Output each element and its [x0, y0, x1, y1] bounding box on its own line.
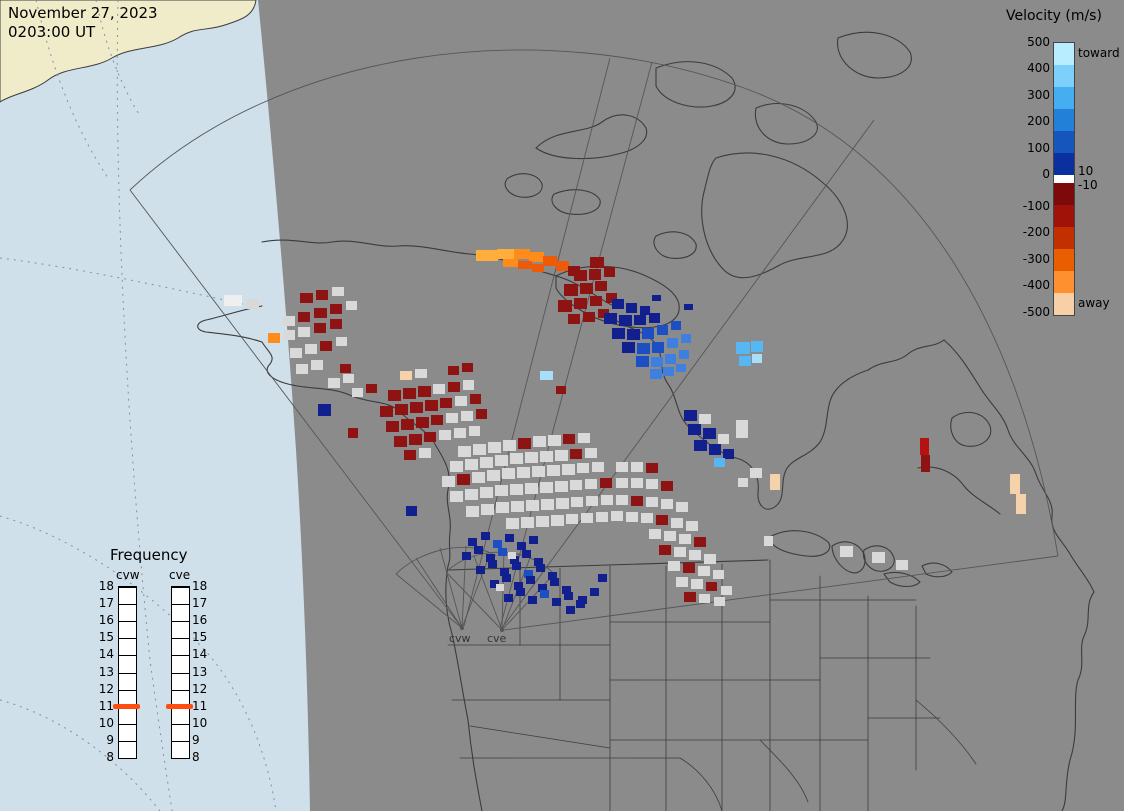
- colorbar-segment-toward: [1054, 43, 1074, 65]
- ladder-rung: [119, 689, 136, 691]
- time-text: 0203:00 UT: [8, 23, 96, 41]
- frequency-tick: 14: [192, 647, 208, 662]
- frequency-tick: 16: [192, 613, 208, 628]
- radar-fan-lines: [129, 49, 1059, 632]
- velocity-legend: Velocity (m/s) 500 400 300 200 100 0 -100 -200 -…: [1000, 0, 1124, 330]
- ladder-rung: [119, 638, 136, 640]
- radar-site-dot-cve: [500, 628, 504, 632]
- colorbar-segment-away: [1054, 271, 1074, 293]
- night-region: [258, 0, 1124, 811]
- ladder-rung: [119, 587, 136, 588]
- colorbar-segment-toward: [1054, 87, 1074, 109]
- frequency-ladder-cvw: [118, 586, 137, 759]
- toward-label: toward: [1078, 46, 1120, 60]
- frequency-tick: 10: [192, 715, 208, 730]
- velocity-tick: -200: [1022, 225, 1050, 240]
- frequency-legend-title: Frequency: [110, 546, 188, 564]
- ladder-rung: [172, 689, 189, 691]
- frequency-tick: 10: [98, 715, 114, 730]
- frequency-tick: 9: [192, 732, 200, 747]
- velocity-tick: -100: [1022, 199, 1050, 213]
- ladder-rung: [119, 655, 136, 657]
- ladder-rung: [172, 621, 189, 623]
- velocity-colorbar: [1053, 42, 1075, 316]
- ladder-rung: [119, 740, 136, 742]
- velocity-tick: 400: [1027, 61, 1050, 76]
- velocity-tick: -300: [1022, 251, 1050, 266]
- velocity-tick: 300: [1027, 87, 1050, 102]
- datetime-block: November 27, 2023 0203:00 UT: [8, 4, 158, 42]
- colorbar-segment-away: [1054, 205, 1074, 227]
- velocity-tick: -10: [1078, 178, 1098, 192]
- radar-site-dot-cvw: [460, 626, 464, 630]
- frequency-tick: 18: [192, 579, 208, 593]
- ladder-rung: [172, 587, 189, 588]
- colorbar-segment-away: [1054, 183, 1074, 205]
- velocity-tick: 0: [1042, 167, 1050, 181]
- frequency-legend: Frequency cvw 18 17 16 15 14 13 12 11 10 9 8 cve 18 17…: [90, 546, 240, 786]
- velocity-tick: 500: [1027, 35, 1050, 49]
- frequency-tick: 17: [98, 596, 114, 611]
- daylit-land: [0, 0, 257, 103]
- frequency-tick: 15: [192, 630, 208, 645]
- frequency-column-label-cve: cve: [169, 568, 191, 582]
- frequency-tick: 13: [192, 664, 208, 679]
- frequency-column-label-cvw: cvw: [116, 568, 140, 582]
- frequency-tick: 12: [192, 681, 208, 696]
- colorbar-segment-toward: [1054, 153, 1074, 175]
- ladder-rung: [172, 655, 189, 657]
- ladder-rung: [119, 672, 136, 674]
- velocity-legend-title: Velocity (m/s): [1006, 8, 1102, 24]
- radar-site-label-cve: cve: [487, 632, 507, 645]
- frequency-tick: 15: [98, 630, 114, 645]
- ladder-rung: [119, 604, 136, 606]
- frequency-tick: 11: [98, 698, 114, 713]
- frequency-tick: 9: [106, 732, 114, 747]
- colorbar-segment-toward: [1054, 131, 1074, 153]
- frequency-tick: 8: [192, 750, 200, 764]
- radar-site-label-cvw: cvw: [449, 632, 471, 645]
- colorbar-segment-away: [1054, 227, 1074, 249]
- frequency-ladder-cve: [171, 586, 190, 759]
- frequency-tick: 18: [98, 579, 114, 593]
- ladder-rung: [172, 604, 189, 606]
- ladder-rung: [119, 723, 136, 725]
- colorbar-segment-toward: [1054, 109, 1074, 131]
- away-label: away: [1078, 296, 1110, 310]
- graticule: [0, 0, 277, 811]
- colorbar-segment-away: [1054, 293, 1074, 315]
- frequency-marker-cvw: [113, 703, 140, 709]
- velocity-tick: -500: [1022, 304, 1050, 319]
- ladder-rung: [172, 740, 189, 742]
- frequency-tick: 8: [106, 750, 114, 764]
- ladder-rung: [119, 621, 136, 623]
- ladder-rung: [172, 672, 189, 674]
- ladder-rung: [172, 638, 189, 640]
- ladder-rung: [172, 723, 189, 725]
- frequency-tick: 12: [98, 681, 114, 696]
- ladder-rung: [119, 758, 136, 759]
- frequency-marker-cve: [166, 703, 193, 709]
- frequency-tick: 14: [98, 647, 114, 662]
- ladder-rung: [172, 758, 189, 759]
- frequency-tick: 17: [192, 596, 208, 611]
- colorbar-segment-toward: [1054, 65, 1074, 87]
- frequency-tick: 11: [192, 698, 208, 713]
- colorbar-segment-away: [1054, 249, 1074, 271]
- date-text: November 27, 2023: [8, 4, 158, 22]
- velocity-tick: -400: [1022, 278, 1050, 293]
- frequency-tick: 16: [98, 613, 114, 628]
- velocity-tick: 200: [1027, 114, 1050, 129]
- velocity-tick: 100: [1027, 140, 1050, 155]
- velocity-tick: 10: [1078, 164, 1094, 178]
- colorbar-segment-zero: [1054, 175, 1074, 183]
- frequency-tick: 13: [98, 664, 114, 679]
